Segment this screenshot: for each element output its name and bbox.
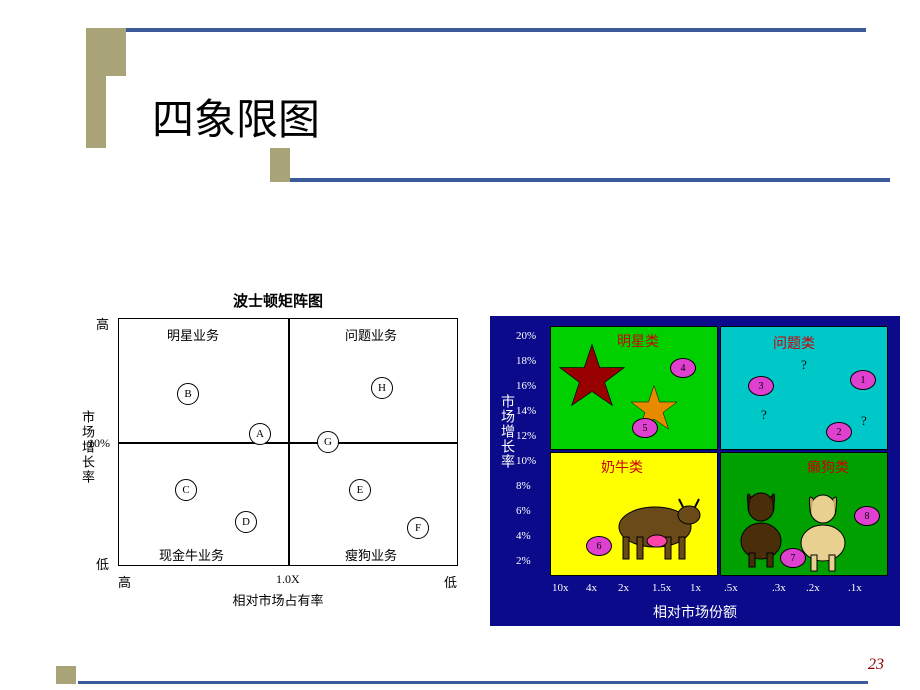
x-tick: 2x [618, 582, 629, 594]
y-tick: 2% [516, 555, 531, 567]
oval-7: 7 [780, 548, 806, 568]
bcg-matrix-left: 波士顿矩阵图 高 10% 低 市场增长率 明星业务 问题业务 现金牛业务 瘦狗业… [78, 290, 478, 620]
y-top-label: 高 [96, 314, 109, 333]
right-y-axis-label: 市场增长率 [496, 394, 516, 469]
x-mid-label: 1.0X [276, 572, 300, 587]
oval-6: 6 [586, 536, 612, 556]
bubble-e: E [349, 479, 371, 501]
qmark-icon: ? [761, 407, 767, 423]
oval-2: 2 [826, 422, 852, 442]
oval-8: 8 [854, 506, 880, 526]
bubble-h: H [371, 377, 393, 399]
y-tick: 4% [516, 530, 531, 542]
y-tick: 12% [516, 430, 536, 442]
oval-4: 4 [670, 358, 696, 378]
x-tick: 1x [690, 582, 701, 594]
deco-block-3 [270, 148, 290, 182]
bottom-rule [78, 681, 868, 684]
bubble-f: F [407, 517, 429, 539]
y-tick: 20% [516, 330, 536, 342]
y-tick: 16% [516, 380, 536, 392]
quad-label-br: 瘦狗业务 [345, 545, 397, 564]
x-tick: 10x [552, 582, 569, 594]
left-grid: 明星业务 问题业务 现金牛业务 瘦狗业务 B A H G C D E F [118, 318, 458, 566]
quad-label-bl: 现金牛业务 [159, 545, 224, 564]
quad-label-dogs: 癞狗类 [807, 457, 849, 477]
x-tick: .1x [848, 582, 862, 594]
grid-hline [119, 442, 457, 444]
page-title: 四象限图 [152, 86, 320, 147]
right-grid: 明星类 问题类 ? ? ? 奶牛类 癞狗类 [550, 326, 890, 578]
x-tick: 1.5x [652, 582, 671, 594]
bubble-a: A [249, 423, 271, 445]
x-right-label: 低 [444, 572, 457, 591]
star-icon-large [557, 341, 627, 411]
quad-cows: 奶牛类 [550, 452, 718, 576]
y-tick: 18% [516, 355, 536, 367]
y-axis-label: 市场增长率 [78, 410, 97, 485]
x-tick: 4x [586, 582, 597, 594]
x-left-label: 高 [118, 572, 131, 591]
page-number: 23 [868, 656, 884, 674]
y-tick: 8% [516, 480, 531, 492]
qmark-icon: ? [801, 357, 807, 373]
deco-block-bottom [56, 666, 76, 684]
right-x-axis-label: 相对市场份额 [490, 602, 900, 622]
y-bot-label: 低 [96, 554, 109, 573]
x-tick: .5x [724, 582, 738, 594]
x-tick: .3x [772, 582, 786, 594]
top-rule [86, 28, 866, 32]
bubble-c: C [175, 479, 197, 501]
bcg-matrix-right: 市场增长率 20% 18% 16% 14% 12% 10% 8% 6% 4% 2% 明星类 问题类… [490, 316, 900, 626]
left-chart-title: 波士顿矩阵图 [78, 290, 478, 311]
bubble-b: B [177, 383, 199, 405]
mid-rule [270, 178, 890, 182]
quad-label-tl: 明星业务 [167, 325, 219, 344]
y-tick: 6% [516, 505, 531, 517]
oval-5: 5 [632, 418, 658, 438]
bubble-g: G [317, 431, 339, 453]
deco-block-1 [86, 28, 106, 148]
quad-label-tr: 问题业务 [345, 325, 397, 344]
x-tick: .2x [806, 582, 820, 594]
quad-label-questions: 问题类 [773, 333, 815, 353]
cow-icon [603, 487, 703, 563]
oval-3: 3 [748, 376, 774, 396]
qmark-icon: ? [861, 413, 867, 429]
bubble-d: D [235, 511, 257, 533]
y-tick: 14% [516, 405, 536, 417]
deco-block-2 [106, 28, 126, 76]
quad-label-cows: 奶牛类 [601, 457, 643, 477]
y-tick: 10% [516, 455, 536, 467]
x-axis-label: 相对市场占有率 [78, 590, 478, 624]
oval-1: 1 [850, 370, 876, 390]
